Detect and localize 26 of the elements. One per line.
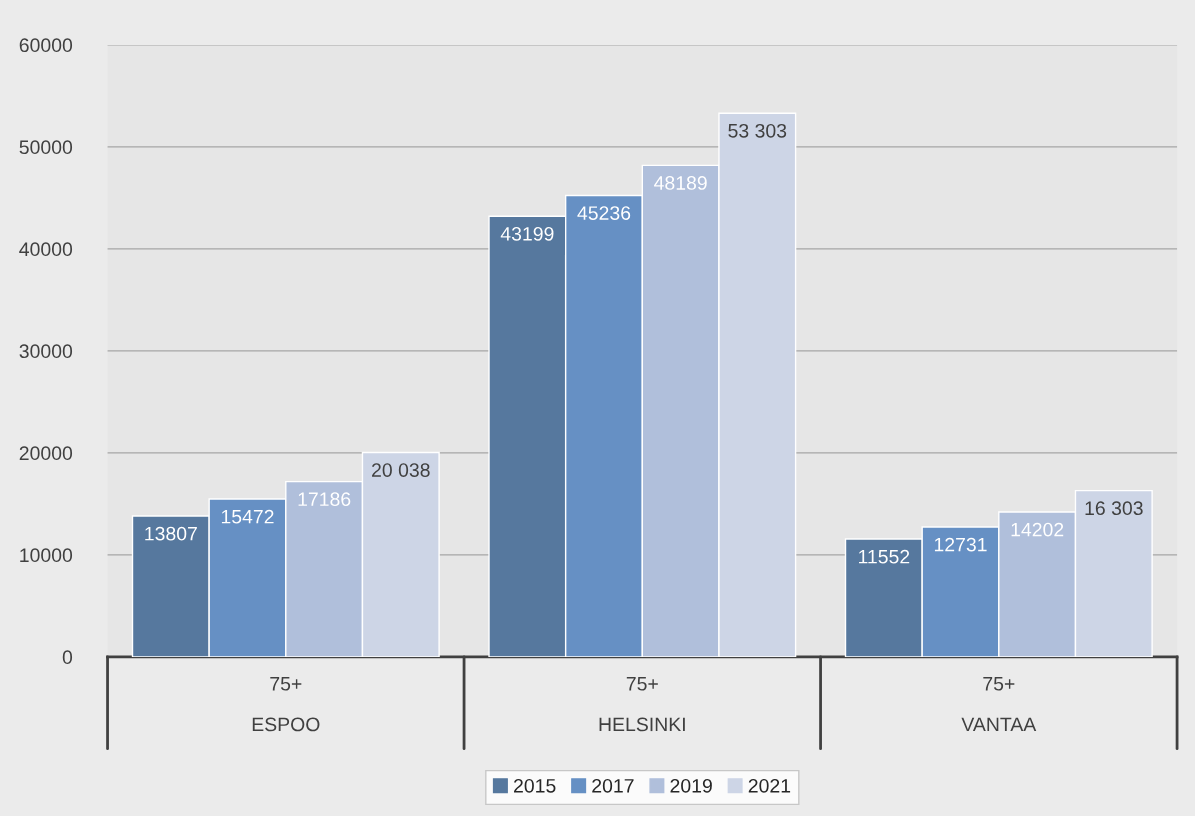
y-tick-label: 10000 bbox=[20, 548, 73, 563]
data-label: 45236 bbox=[577, 206, 631, 220]
category-label: 75+ HELSINKI bbox=[599, 677, 685, 732]
category-label: 75+ ESPOO bbox=[252, 677, 320, 732]
data-label: 14202 bbox=[1011, 522, 1064, 537]
y-tick-label: 60000 bbox=[19, 38, 73, 53]
data-label: 43199 bbox=[500, 226, 554, 241]
y-tick-label: 50000 bbox=[19, 140, 73, 155]
legend-label: 2021 bbox=[748, 778, 791, 793]
data-label: 53 303 bbox=[728, 123, 787, 138]
legend-label: 2019 bbox=[670, 778, 712, 793]
category-label: 75+ VANTAA bbox=[961, 677, 1037, 732]
y-tick-label: 30000 bbox=[19, 344, 73, 359]
data-label: 20 038 bbox=[372, 463, 430, 477]
y-tick-label: 40000 bbox=[19, 242, 73, 257]
data-label: 16 303 bbox=[1085, 501, 1143, 516]
data-label: 11552 bbox=[859, 549, 910, 564]
legend-label: 2017 bbox=[592, 778, 634, 793]
y-tick-label: 20000 bbox=[19, 446, 73, 461]
data-label: 13807 bbox=[145, 526, 197, 541]
data-label: 15472 bbox=[221, 509, 274, 524]
data-label: 12731 bbox=[934, 537, 987, 552]
y-tick-label: 0 bbox=[62, 650, 73, 665]
legend-label: 2015 bbox=[514, 778, 556, 793]
data-label: 17186 bbox=[298, 492, 351, 507]
data-label: 48189 bbox=[654, 176, 707, 190]
